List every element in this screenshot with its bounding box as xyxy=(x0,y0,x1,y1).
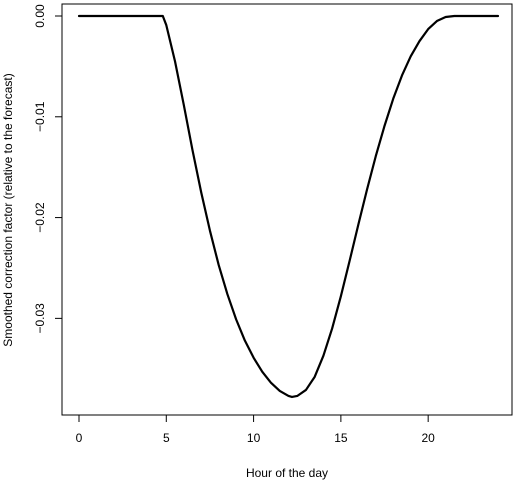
y-tick-label: −0.03 xyxy=(33,303,47,334)
series-layer xyxy=(77,14,500,399)
x-tick-label: 0 xyxy=(76,431,83,445)
y-tick-label: 0.00 xyxy=(33,4,47,28)
x-axis-title: Hour of the day xyxy=(246,466,328,480)
x-axis: 0 5 10 15 20 xyxy=(76,414,435,445)
series-line xyxy=(77,14,500,399)
y-axis: 0.00 −0.01 −0.02 −0.03 xyxy=(33,4,63,334)
y-axis-title: Smoothed correction factor (relative to … xyxy=(1,73,15,346)
plot-frame xyxy=(61,3,513,416)
x-tick-label: 5 xyxy=(163,431,170,445)
x-tick-label: 10 xyxy=(247,431,261,445)
y-tick-label: −0.02 xyxy=(33,202,47,233)
x-tick-label: 20 xyxy=(421,431,435,445)
x-tick-label: 15 xyxy=(334,431,348,445)
y-tick-label: −0.01 xyxy=(33,101,47,132)
